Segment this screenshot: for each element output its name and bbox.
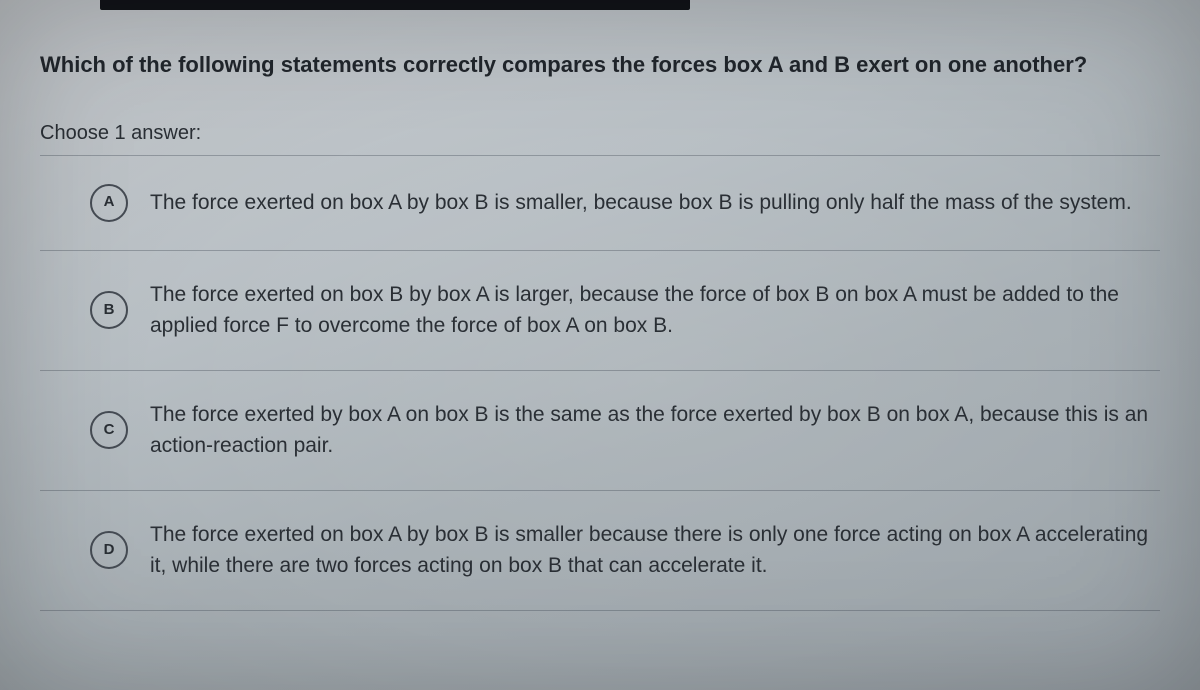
option-letter-c: C — [90, 411, 128, 449]
option-text-c: The force exerted by box A on box B is t… — [150, 399, 1154, 462]
option-text-b: The force exerted on box B by box A is l… — [150, 279, 1154, 342]
option-letter-d: D — [90, 531, 128, 569]
question-block: Which of the following statements correc… — [40, 50, 1160, 611]
option-d[interactable]: D The force exerted on box A by box B is… — [40, 491, 1160, 611]
choose-one-label: Choose 1 answer: — [40, 122, 1160, 145]
option-a[interactable]: A The force exerted on box A by box B is… — [40, 156, 1160, 251]
options-list: A The force exerted on box A by box B is… — [40, 156, 1160, 611]
option-letter-a: A — [90, 184, 128, 222]
option-c[interactable]: C The force exerted by box A on box B is… — [40, 371, 1160, 491]
option-b[interactable]: B The force exerted on box B by box A is… — [40, 251, 1160, 371]
top-underline-bar — [100, 0, 690, 10]
option-letter-b: B — [90, 291, 128, 329]
question-text: Which of the following statements correc… — [40, 50, 1160, 80]
option-text-a: The force exerted on box A by box B is s… — [150, 187, 1154, 219]
option-text-d: The force exerted on box A by box B is s… — [150, 519, 1154, 582]
